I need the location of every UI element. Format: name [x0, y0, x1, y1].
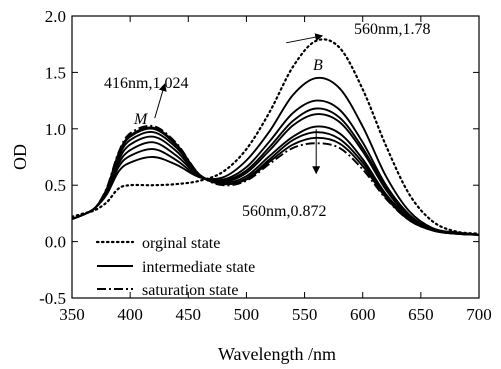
legend-label-original: orginal state	[142, 235, 220, 252]
annotation-letter-b: B	[313, 57, 323, 74]
annotation-saturation-b: 560nm,0.872	[242, 203, 326, 220]
plot-frame	[71, 15, 480, 299]
y-tick-label: 1.5	[45, 63, 66, 82]
legend-label-intermediate: intermediate state	[142, 259, 255, 276]
x-tick-label: 600	[350, 305, 376, 324]
x-tick-label: 450	[176, 305, 202, 324]
annotation-m-peak: 416nm,1.024	[104, 75, 188, 92]
arrow-original-peak	[286, 33, 324, 44]
x-tick-label: 400	[117, 305, 143, 324]
y-tick-label: 0.5	[45, 176, 66, 195]
x-tick-label: 500	[234, 305, 260, 324]
annotation-letter-m: M	[133, 111, 149, 128]
legend: orginal state intermediate state saturat…	[95, 235, 255, 299]
y-tick-label: 0.0	[45, 233, 66, 252]
y-axis-title: OD	[10, 144, 30, 170]
series-layer	[72, 38, 479, 236]
arrow-m-peak	[154, 83, 167, 119]
x-tick-label: 650	[408, 305, 434, 324]
annotation-arrows	[154, 33, 324, 175]
x-tick-label: 350	[59, 305, 85, 324]
annotation-original-peak: 560nm,1.78	[354, 21, 430, 38]
y-tick-label: 2.0	[45, 7, 66, 26]
legend-label-saturation: saturation state	[142, 282, 238, 299]
axis-tick-labels: 350 400 450 500 550 600 650 700 -0.5 0.0 0.5 1.0 1.5…	[39, 7, 492, 324]
series-line-0	[72, 38, 479, 235]
x-tick-label: 550	[292, 305, 318, 324]
y-tick-label: -0.5	[39, 289, 66, 308]
x-tick-label: 700	[466, 305, 492, 324]
x-axis-title: Wavelength /nm	[218, 344, 336, 364]
y-tick-label: 1.0	[45, 120, 66, 139]
axis-ticks	[71, 15, 480, 299]
series-line-8	[72, 124, 479, 236]
